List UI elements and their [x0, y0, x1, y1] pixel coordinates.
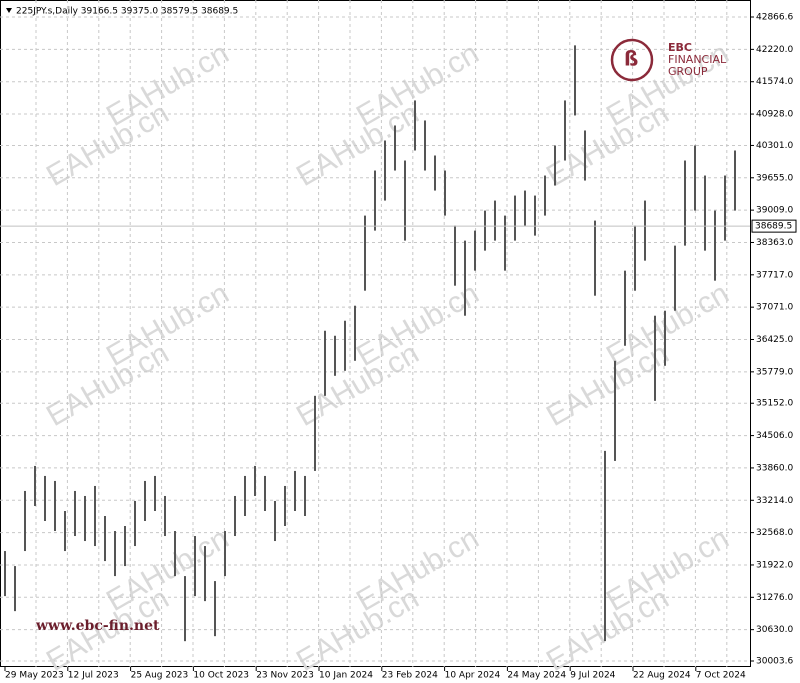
chart-layer [0, 0, 750, 667]
logo-mark: ß [624, 47, 638, 71]
x-tick-label: 10 Apr 2024 [445, 671, 501, 681]
y-tick-label: 39655.0 [756, 173, 793, 183]
logo-text: EBC [668, 41, 692, 54]
y-tick-label: 35152.0 [756, 399, 793, 409]
logo-icon [610, 38, 654, 82]
menu-arrow [6, 8, 12, 13]
x-tick-label: 29 May 2023 [5, 671, 64, 681]
x-tick-label: 23 Feb 2024 [382, 671, 438, 681]
y-tick-label: 38363.0 [756, 238, 793, 248]
y-tick-label: 40928.0 [756, 110, 793, 120]
y-tick-label: 30630.0 [756, 625, 793, 635]
x-tick-label: 23 Nov 2023 [256, 671, 314, 681]
y-tick-label: 42866.6 [756, 12, 793, 22]
plot-frame [0, 0, 751, 667]
y-tick-label: 36425.0 [756, 335, 793, 345]
y-tick-label: 37717.0 [756, 270, 793, 280]
y-tick-label: 41574.0 [756, 77, 793, 87]
last-price-box [751, 219, 797, 233]
logo-text: FINANCIAL [668, 53, 727, 66]
y-tick-label: 30003.6 [756, 657, 793, 667]
chart-header: 225JPY.s,Daily 39166.5 39375.0 38579.5 3… [16, 7, 238, 17]
y-tick-label: 32568.0 [756, 528, 793, 538]
y-tick-label: 33860.0 [756, 463, 793, 473]
x-tick-label: 24 May 2024 [507, 671, 566, 681]
site-url: www.ebc-fin.net [35, 618, 160, 634]
y-tick-label: 40301.0 [756, 141, 793, 151]
x-tick-label: 10 Oct 2023 [193, 671, 249, 681]
x-tick-label: 10 Jan 2024 [319, 671, 373, 681]
logo: ß EBC FINANCIAL GROUP [610, 38, 727, 82]
x-tick-label: 25 Aug 2023 [131, 671, 189, 681]
watermarks: EAHub.cn EAHub.cn EAHub.cn EAHub.cn EAHu… [41, 37, 734, 678]
y-tick-label: 31276.0 [756, 593, 793, 603]
last-price-label: 38689.5 [755, 222, 792, 232]
x-tick-label: 9 Jul 2024 [570, 671, 615, 681]
y-tick-label: 33214.0 [756, 496, 793, 506]
logo-text: GROUP [668, 65, 708, 78]
y-tick-label: 34506.0 [756, 431, 793, 441]
y-tick-label: 35779.0 [756, 367, 793, 377]
y-tick-label: 37071.0 [756, 303, 793, 313]
y-tick-label: 39009.0 [756, 206, 793, 216]
x-tick-label: 7 Oct 2024 [696, 671, 746, 681]
y-tick-label: 42220.0 [756, 45, 793, 55]
y-tick-label: 31922.0 [756, 560, 793, 570]
x-tick-label: 12 Jul 2023 [68, 671, 119, 681]
x-tick-label: 22 Aug 2024 [633, 671, 691, 681]
